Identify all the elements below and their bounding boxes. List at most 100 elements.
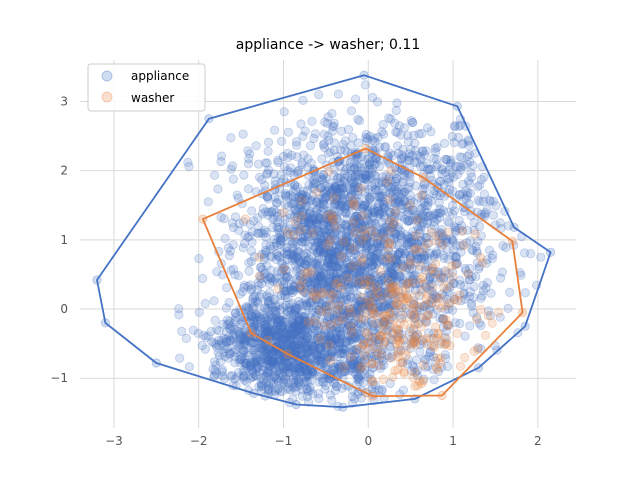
appliance-point <box>397 189 407 199</box>
washer-point <box>412 331 422 341</box>
washer-point <box>432 353 442 363</box>
appliance-point <box>331 329 342 339</box>
appliance-point <box>378 196 388 206</box>
appliance-point <box>300 287 310 297</box>
washer-point <box>325 235 335 245</box>
appliance-point <box>448 236 458 246</box>
appliance-point <box>392 98 402 108</box>
appliance-point <box>488 210 498 220</box>
appliance-point <box>331 289 341 299</box>
appliance-point <box>293 215 303 226</box>
appliance-point <box>297 192 307 202</box>
appliance-point <box>270 315 281 325</box>
appliance-point <box>304 218 314 228</box>
appliance-point <box>327 261 337 271</box>
appliance-point <box>360 277 370 288</box>
appliance-point <box>333 89 343 99</box>
appliance-point <box>418 212 428 222</box>
appliance-point <box>310 259 321 269</box>
appliance-point <box>194 307 204 317</box>
appliance-point <box>285 213 295 223</box>
appliance-point <box>373 132 383 142</box>
appliance-point <box>328 214 338 224</box>
appliance-point <box>289 329 299 339</box>
appliance-point <box>352 374 362 384</box>
appliance-point <box>380 280 390 291</box>
appliance-point <box>243 146 253 156</box>
appliance-point <box>298 232 309 242</box>
appliance-point <box>360 298 370 308</box>
appliance-point <box>239 336 249 346</box>
appliance-point <box>350 226 360 236</box>
appliance-point <box>323 206 333 216</box>
appliance-point <box>389 290 399 300</box>
washer-point <box>439 314 449 324</box>
appliance-point <box>325 293 335 303</box>
washer-point <box>473 344 483 354</box>
appliance-point <box>349 177 359 187</box>
washer-point <box>348 261 358 271</box>
appliance-point <box>376 361 386 371</box>
appliance-point <box>309 245 319 255</box>
appliance-point <box>298 338 308 349</box>
appliance-point <box>429 153 439 163</box>
appliance-point <box>468 245 478 256</box>
appliance-point <box>346 311 357 321</box>
washer-point <box>393 326 403 336</box>
appliance-point <box>344 308 354 318</box>
appliance-point <box>256 342 266 353</box>
appliance-point <box>352 260 362 270</box>
appliance-point <box>323 213 333 223</box>
appliance-point <box>377 191 387 201</box>
appliance-point <box>307 214 317 224</box>
appliance-point <box>312 304 322 314</box>
appliance-point <box>342 163 352 173</box>
appliance-point <box>260 316 270 326</box>
appliance-point <box>279 317 289 328</box>
appliance-point <box>334 260 344 270</box>
appliance-point <box>358 260 368 271</box>
appliance-point <box>313 266 323 276</box>
appliance-point <box>279 355 289 365</box>
appliance-point <box>276 290 286 301</box>
washer-point <box>315 334 325 344</box>
appliance-point <box>382 259 392 269</box>
washer-point <box>367 225 377 235</box>
appliance-point <box>337 318 347 329</box>
x-tick-label: 1 <box>449 434 457 448</box>
appliance-point <box>307 220 317 230</box>
appliance-point <box>366 349 376 359</box>
washer-point <box>278 208 288 218</box>
appliance-point <box>313 212 323 223</box>
appliance-point <box>282 250 292 260</box>
appliance-point <box>371 258 381 268</box>
appliance-point <box>305 226 316 236</box>
appliance-point <box>324 242 334 252</box>
appliance-point <box>303 162 313 172</box>
appliance-point <box>263 365 273 375</box>
appliance-point <box>337 274 347 284</box>
appliance-point <box>335 250 345 260</box>
washer-point <box>377 293 387 303</box>
appliance-point <box>272 240 282 251</box>
appliance-point <box>266 244 276 254</box>
appliance-point <box>378 289 388 299</box>
appliance-point <box>390 198 401 208</box>
appliance-point <box>336 218 346 228</box>
appliance-point <box>386 279 396 290</box>
appliance-point <box>364 211 374 221</box>
appliance-point <box>325 147 335 157</box>
appliance-point <box>372 318 382 329</box>
appliance-point <box>320 179 330 189</box>
appliance-point <box>339 220 350 230</box>
appliance-point <box>286 305 296 315</box>
appliance-point <box>300 259 310 269</box>
appliance-point <box>293 303 303 314</box>
appliance-point <box>216 156 226 167</box>
appliance-point <box>266 274 276 284</box>
appliance-point <box>369 303 379 313</box>
appliance-point <box>379 247 389 257</box>
appliance-point <box>349 246 359 256</box>
appliance-point <box>358 221 368 231</box>
appliance-point <box>309 214 319 224</box>
